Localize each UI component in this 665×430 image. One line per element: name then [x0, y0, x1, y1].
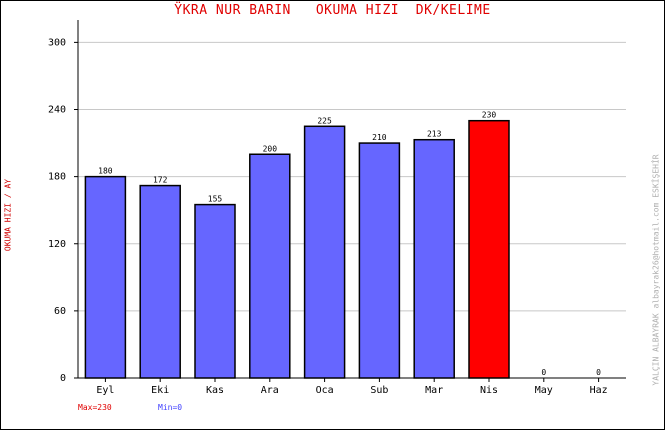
bar-value-label: 230	[482, 111, 497, 120]
x-tick-label: Eyl	[96, 385, 114, 396]
x-tick-label: Haz	[590, 385, 608, 396]
y-tick-label: 0	[60, 373, 66, 384]
x-tick-label: May	[535, 385, 553, 396]
bar-value-label: 172	[153, 176, 168, 185]
bar-value-label: 210	[372, 133, 387, 142]
x-tick-label: Ara	[261, 385, 279, 396]
y-tick-label: 60	[54, 306, 66, 317]
bar-value-label: 213	[427, 130, 442, 139]
bar-value-label: 200	[263, 144, 278, 153]
bar-value-label: 180	[98, 167, 113, 176]
labels: 0 60 120 180 240 300 180 Eyl 172 Eki 155 Kas 200 Ara 2…	[48, 37, 608, 396]
bar-value-label: 0	[596, 368, 601, 377]
x-tick-label: Eki	[151, 385, 169, 396]
bar-mar	[413, 138, 455, 379]
x-tick-label: Oca	[316, 385, 334, 396]
bar-value-label: 155	[208, 195, 223, 204]
x-tick-label: Kas	[206, 385, 224, 396]
x-tick-label: Sub	[370, 385, 388, 396]
chart-title: ŸKRA NUR BARIN OKUMA HIZI DK/KELIME	[174, 3, 491, 18]
bar-oca	[303, 125, 346, 379]
bar-nis	[468, 119, 510, 379]
bar-eyl	[84, 175, 127, 379]
y-tick-label: 120	[48, 239, 66, 250]
x-tick-label: Nis	[480, 385, 498, 396]
bar-value-label: 0	[541, 368, 546, 377]
bar-kas	[194, 203, 236, 379]
y-tick-label: 180	[48, 172, 66, 183]
y-tick-label: 300	[48, 37, 66, 48]
x-tick-label: Mar	[425, 385, 443, 396]
bar-value-label: 225	[317, 116, 332, 125]
bar-sub	[358, 142, 401, 379]
legend-min: Min=0	[158, 403, 183, 412]
bar-ara	[249, 153, 291, 379]
bar-eki	[139, 184, 181, 379]
axes	[74, 20, 626, 382]
bars	[84, 119, 510, 379]
legend-max: Max=230	[78, 403, 112, 412]
y-tick-label: 240	[48, 105, 66, 116]
